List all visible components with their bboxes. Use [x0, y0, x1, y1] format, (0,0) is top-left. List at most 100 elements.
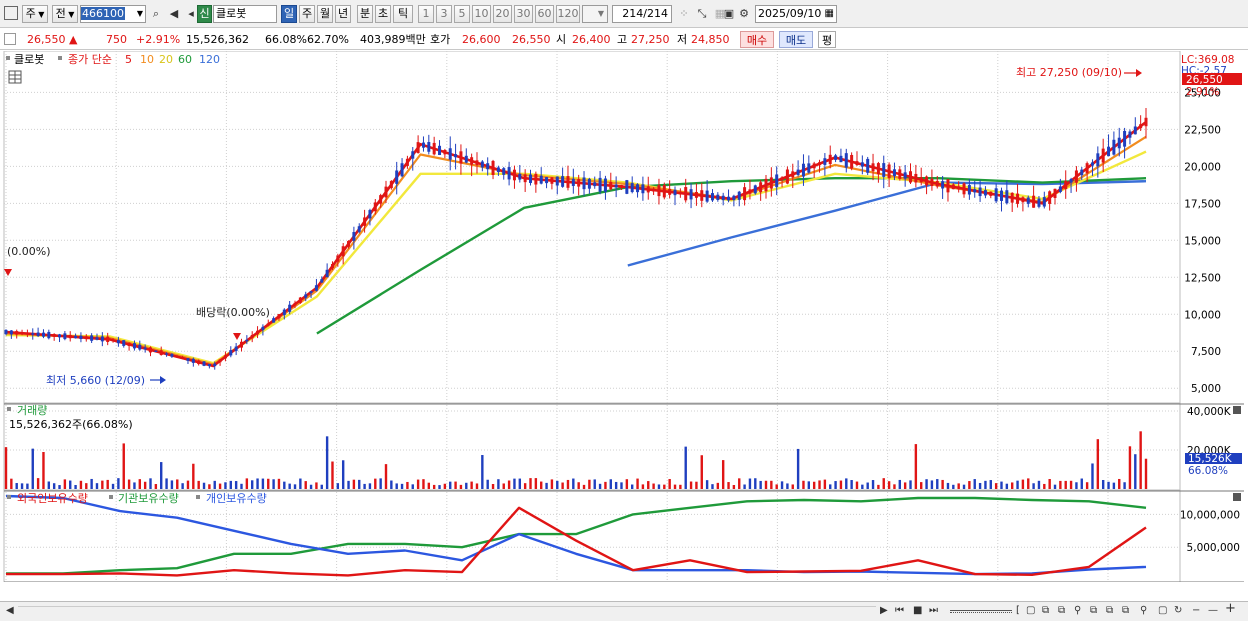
volume-close-icon[interactable] — [1233, 406, 1241, 414]
candle-body — [25, 332, 29, 335]
period-tick[interactable]: 틱 — [393, 5, 413, 23]
candle-body — [566, 176, 570, 188]
dividend-annotation: 배당락(0.00%) — [196, 306, 270, 319]
panel-icon-4[interactable]: ⧉ — [1090, 605, 1098, 616]
period-minute[interactable]: 분 — [357, 5, 373, 23]
restore-icon[interactable]: ↻ — [1174, 605, 1183, 616]
period-day[interactable]: 일 — [281, 5, 297, 23]
ask-value: 26,600 — [462, 33, 501, 46]
magnifier-icon[interactable]: ⚲ — [1140, 605, 1148, 616]
last-page-icon[interactable]: ⏭ — [929, 605, 938, 616]
panel-icon-3[interactable]: ⧉ — [1058, 605, 1066, 616]
stock-code-input[interactable]: 466100 ▼ — [80, 5, 146, 23]
zoom-bracket-icon[interactable]: [ — [1016, 605, 1020, 616]
volume-bar — [26, 483, 29, 489]
candle-body — [657, 185, 661, 197]
scale-icon[interactable]: ⁘ — [679, 7, 689, 20]
candle-body — [876, 163, 880, 175]
search-icon[interactable]: ⌕ — [152, 7, 160, 20]
volume-bar — [507, 480, 511, 489]
gear-icon[interactable]: ⚙ — [739, 7, 749, 20]
window-icon[interactable] — [4, 6, 18, 20]
speaker-icon[interactable]: ◀ — [169, 7, 179, 20]
volume-bar — [1123, 482, 1126, 489]
interval-60[interactable]: 60 — [535, 5, 554, 23]
interval-1[interactable]: 1 — [418, 5, 434, 23]
candle-body — [716, 194, 720, 200]
crosshair-icon[interactable]: ⚲ — [1074, 605, 1082, 616]
candle-body — [764, 178, 768, 192]
candle-body — [304, 294, 308, 298]
plus-icon[interactable]: + — [1225, 601, 1236, 616]
draw-tool-icon[interactable]: ⤡ — [697, 7, 707, 20]
scroll-left-icon[interactable]: ◀ — [6, 605, 14, 616]
candle-body — [721, 195, 725, 201]
chevron-down-icon[interactable]: ▼ — [136, 9, 143, 18]
type-select[interactable]: 전 ▼ — [52, 5, 78, 23]
stop-icon[interactable]: ■ — [913, 605, 923, 616]
volume-bar — [432, 484, 436, 489]
volume-bar — [684, 446, 687, 489]
candle-body — [341, 246, 345, 257]
period-week[interactable]: 주 — [299, 5, 315, 23]
volume-panel-frame — [3, 403, 1181, 491]
period-second[interactable]: 초 — [375, 5, 391, 23]
panel-icon-7[interactable]: ▢ — [1158, 605, 1168, 616]
interval-5[interactable]: 5 — [454, 5, 470, 23]
rate1-value: 66.08% — [265, 33, 307, 46]
volume-bar — [475, 483, 479, 489]
candle-body — [288, 304, 292, 312]
scroll-right-icon[interactable]: ▶ — [880, 605, 888, 616]
horizontal-scrollbar[interactable] — [18, 606, 876, 616]
interval-120[interactable]: 120 — [556, 5, 580, 23]
candle-body — [90, 335, 94, 341]
volume-bar — [636, 478, 639, 489]
dividend-marker-icon — [233, 333, 241, 340]
expand-icon[interactable] — [4, 33, 16, 45]
volume-bar — [1021, 479, 1025, 489]
volume-bar — [133, 482, 136, 489]
dash-icon[interactable]: — — [1208, 605, 1218, 616]
volume-bar — [1000, 481, 1003, 489]
candle-body — [421, 142, 425, 148]
sell-button[interactable]: 매도 — [779, 31, 813, 48]
interval-30[interactable]: 30 — [514, 5, 533, 23]
volume-bar — [459, 484, 463, 489]
buy-button[interactable]: 매수 — [740, 31, 774, 48]
candle-body — [887, 164, 891, 179]
holdings-tick-label: 5,000,000 — [1187, 542, 1240, 554]
market-select[interactable]: 주 ▼ — [22, 5, 48, 23]
left-annotation: (0.00%) — [7, 245, 51, 258]
open-value: 26,400 — [572, 33, 611, 46]
custom-interval-select[interactable]: ▼ — [582, 5, 608, 23]
volume-bar — [1048, 479, 1051, 489]
panel-icon-5[interactable]: ⧉ — [1106, 605, 1114, 616]
price-tick-label: 17,500 — [1184, 198, 1221, 210]
period-month[interactable]: 월 — [317, 5, 333, 23]
arrow-left-icon[interactable]: ◂ — [188, 7, 194, 20]
candle-body — [149, 347, 153, 353]
panel-icon-1[interactable]: ▢ — [1026, 605, 1036, 616]
candle-body — [266, 323, 270, 326]
candle-body — [598, 177, 602, 192]
interval-20[interactable]: 20 — [493, 5, 512, 23]
date-input[interactable]: 2025/09/10 ▦ — [755, 5, 837, 23]
save-icon[interactable]: ▣ — [723, 7, 735, 20]
candle-body — [63, 333, 67, 340]
panel-icon-2[interactable]: ⧉ — [1042, 605, 1050, 616]
holdings-close-icon[interactable] — [1233, 493, 1241, 501]
candle-body — [314, 285, 318, 291]
calendar-icon[interactable]: ▦ — [824, 8, 834, 19]
volume-bar — [1037, 480, 1041, 489]
candle-body — [710, 193, 714, 201]
eval-button[interactable]: 평 — [818, 31, 836, 48]
bar-count-field[interactable]: 214/214 — [612, 5, 672, 23]
interval-3[interactable]: 3 — [436, 5, 452, 23]
period-year[interactable]: 년 — [335, 5, 351, 23]
panel-icon-6[interactable]: ⧉ — [1122, 605, 1130, 616]
interval-10[interactable]: 10 — [472, 5, 491, 23]
candle-body — [630, 183, 634, 193]
minus-icon[interactable]: − — [1192, 605, 1201, 616]
first-page-icon[interactable]: ⏮ — [895, 605, 904, 616]
zoom-slider[interactable] — [950, 610, 1012, 613]
